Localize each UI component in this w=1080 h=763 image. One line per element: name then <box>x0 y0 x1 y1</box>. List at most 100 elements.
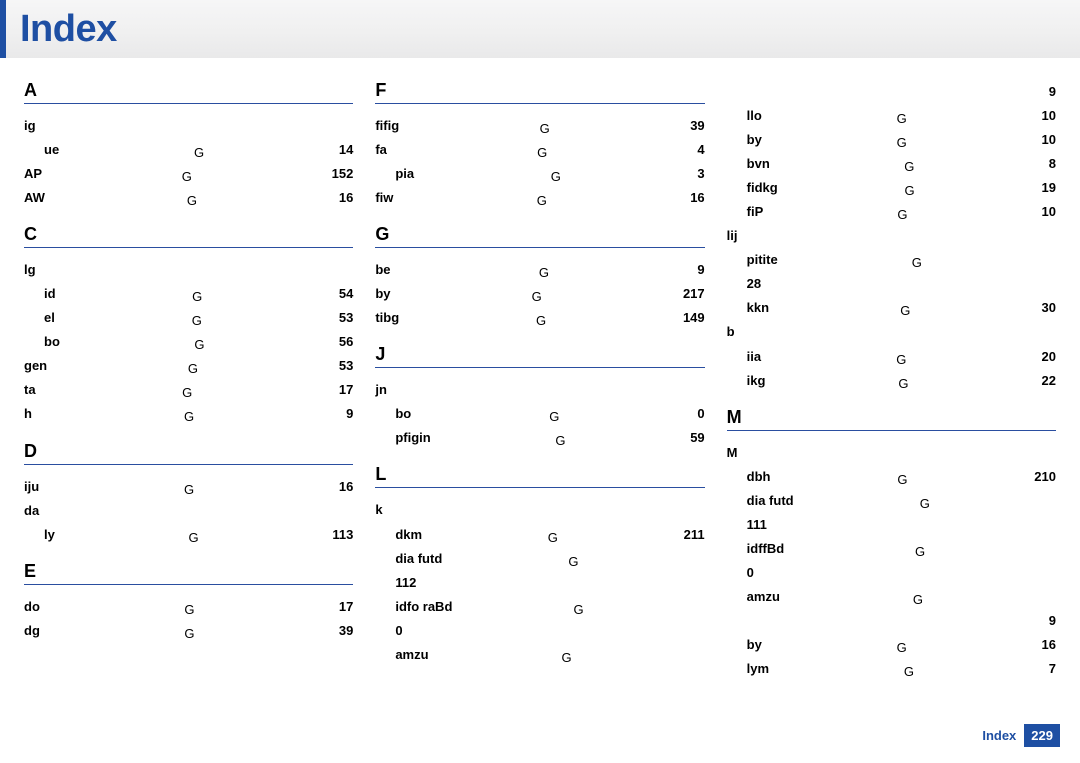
leader-fill <box>777 299 1033 312</box>
leader-fill <box>399 285 675 298</box>
leader-fill <box>775 516 1048 529</box>
index-entry: llo10 <box>727 104 1056 128</box>
index-entry: iju16 <box>24 475 353 499</box>
index-entry: 9 <box>727 609 1056 633</box>
leader-fill <box>44 117 346 130</box>
index-entry-label: 0 <box>395 619 402 643</box>
index-letter: A <box>24 80 353 104</box>
index-entry-page: 16 <box>690 186 704 210</box>
index-entry: b <box>727 320 1056 344</box>
index-entry: ue14 <box>24 138 353 162</box>
index-entry-page: 16 <box>1042 633 1056 657</box>
index-entry-label: ikg <box>747 369 766 393</box>
leader-fill <box>399 261 690 274</box>
index-entry-page: 56 <box>339 330 353 354</box>
index-letter: D <box>24 441 353 465</box>
index-entry-label: fa <box>375 138 387 162</box>
leader-fill <box>770 636 1034 649</box>
index-entry-label: ly <box>44 523 55 547</box>
leader-fill <box>47 478 331 491</box>
index-letter: L <box>375 464 704 488</box>
index-entry: amzu <box>375 643 704 667</box>
index-entry: ikg 22 <box>727 369 1056 393</box>
index-entry-label: id <box>44 282 56 306</box>
index-entry-label: idfo raBd <box>395 595 452 619</box>
index-entry-label: AP <box>24 162 42 186</box>
index-entry-label: 111 <box>747 513 767 537</box>
leader-fill <box>53 189 331 202</box>
leader-fill <box>450 550 696 563</box>
index-entry-label: ta <box>24 378 36 402</box>
index-entry-label: dg <box>24 619 40 643</box>
index-entry: amzu <box>727 585 1056 609</box>
index-entry-label: bo <box>44 330 60 354</box>
index-entry: kkn30 <box>727 296 1056 320</box>
index-entry-page: 9 <box>346 402 353 426</box>
index-entry: AW16 <box>24 186 353 210</box>
index-entry-page: 3 <box>697 162 704 186</box>
index-entry: h9 <box>24 402 353 426</box>
index-entry-label: gen <box>24 354 47 378</box>
index-entry-page: 53 <box>339 354 353 378</box>
leader-fill <box>792 540 1048 553</box>
index-letter: J <box>375 344 704 368</box>
leader-fill <box>769 348 1033 361</box>
leader-fill <box>439 429 682 442</box>
index-entry-page: 210 <box>1034 465 1056 489</box>
index-entry-label: by <box>747 633 762 657</box>
index-entry-label: 0 <box>747 561 754 585</box>
index-entry-page: 8 <box>1049 152 1056 176</box>
index-entry: ta 17 <box>24 378 353 402</box>
leader-fill <box>778 468 1026 481</box>
index-entry-page: 16 <box>339 186 353 210</box>
page-footer: Index 229 <box>982 724 1060 747</box>
index-entry: ly113 <box>24 523 353 547</box>
leader-fill <box>771 203 1033 216</box>
footer-page-number: 229 <box>1024 724 1060 747</box>
leader-fill <box>788 588 1048 601</box>
index-entry-label: pia <box>395 162 414 186</box>
index-entry-page: 149 <box>683 306 705 330</box>
index-entry-label: kkn <box>747 296 769 320</box>
index-entry: id54 <box>24 282 353 306</box>
index-entry-label: pitite <box>747 248 778 272</box>
index-entry: by10 <box>727 128 1056 152</box>
index-entry-page: 152 <box>332 162 354 186</box>
index-entry: 0 <box>375 619 704 643</box>
index-entry: iia20 <box>727 345 1056 369</box>
leader-fill <box>64 285 331 298</box>
index-column-3: 9llo10by10bvn8fidkg19fiP10lijpitite28kkn… <box>727 80 1056 698</box>
leader-fill <box>422 165 689 178</box>
index-entry-page: 10 <box>1042 200 1056 224</box>
index-entry-page: 17 <box>339 378 353 402</box>
leader-fill <box>407 309 675 322</box>
index-entry: do17 <box>24 595 353 619</box>
index-entry: k <box>375 498 704 522</box>
leader-fill <box>395 381 697 394</box>
index-entry-label: b <box>727 320 735 344</box>
index-entry: tibg 149 <box>375 306 704 330</box>
index-entry: fiw16 <box>375 186 704 210</box>
index-letter: C <box>24 224 353 248</box>
index-entry-label: amzu <box>747 585 780 609</box>
index-entry-label: tibg <box>375 306 399 330</box>
index-entry: dbh210 <box>727 465 1056 489</box>
index-entry-page: 53 <box>339 306 353 330</box>
index-entry-page: 22 <box>1042 369 1056 393</box>
index-entry-page: 39 <box>690 114 704 138</box>
index-entry-page: 7 <box>1049 657 1056 681</box>
leader-fill <box>786 251 1048 264</box>
index-entry: by 16 <box>727 633 1056 657</box>
index-entry: da <box>24 499 353 523</box>
index-entry-page: 217 <box>683 282 705 306</box>
index-entry: idffBd <box>727 537 1056 561</box>
leader-fill <box>769 275 1048 288</box>
leader-fill <box>63 526 325 539</box>
index-entry-label: bvn <box>747 152 770 176</box>
leader-fill <box>391 501 697 514</box>
index-entry-label: dia futd <box>747 489 794 513</box>
leader-fill <box>47 502 345 515</box>
index-entry-label: bo <box>395 402 411 426</box>
leader-fill <box>735 83 1041 96</box>
index-entry: fifig39 <box>375 114 704 138</box>
